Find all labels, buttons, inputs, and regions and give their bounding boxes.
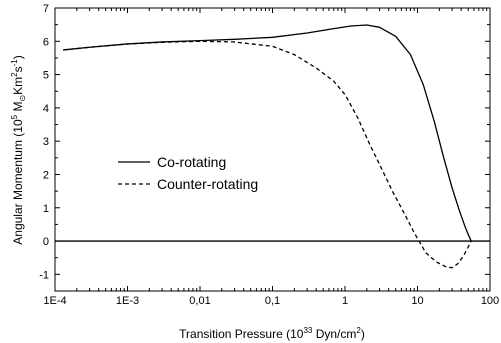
- legend: Co-rotating Counter-rotating: [118, 154, 258, 192]
- y-tick-label: 3: [43, 136, 49, 148]
- x-tick-label: 10: [411, 295, 423, 307]
- y-tick-label: 4: [43, 103, 49, 115]
- plot-frame: [54, 7, 491, 292]
- y-tick-label: 7: [43, 3, 49, 15]
- y-tick-label: 1: [43, 203, 49, 215]
- x-tick-label: 0,01: [189, 295, 210, 307]
- series-layer: [63, 24, 472, 269]
- y-tick-label: 2: [43, 169, 49, 181]
- series-line-counter-rotating: [63, 40, 472, 269]
- y-tick-label: -1: [39, 269, 49, 281]
- x-axis-label: Transition Pressure (1033 Dyn/cm2): [179, 326, 365, 341]
- legend-label-co-rotating: Co-rotating: [157, 154, 226, 170]
- series-line-co-rotating: [63, 24, 472, 242]
- y-tick-label: 5: [43, 70, 49, 82]
- x-tick-label: 1E-3: [116, 295, 139, 307]
- x-tick-label: 1: [342, 295, 348, 307]
- x-tick-label: 1E-4: [43, 295, 66, 307]
- x-tick-label: 100: [481, 295, 499, 307]
- legend-label-counter-rotating: Counter-rotating: [157, 176, 258, 192]
- y-axis-label: Angular Momentum (105 M⊙Km2s-1): [10, 55, 27, 244]
- y-tick-label: 6: [43, 36, 49, 48]
- y-tick-label: 0: [43, 236, 49, 248]
- x-tick-label: 0,1: [265, 295, 280, 307]
- x-axis-ticks: 1E-4 1E-3 0,01 0,1 1 10 100: [43, 8, 499, 307]
